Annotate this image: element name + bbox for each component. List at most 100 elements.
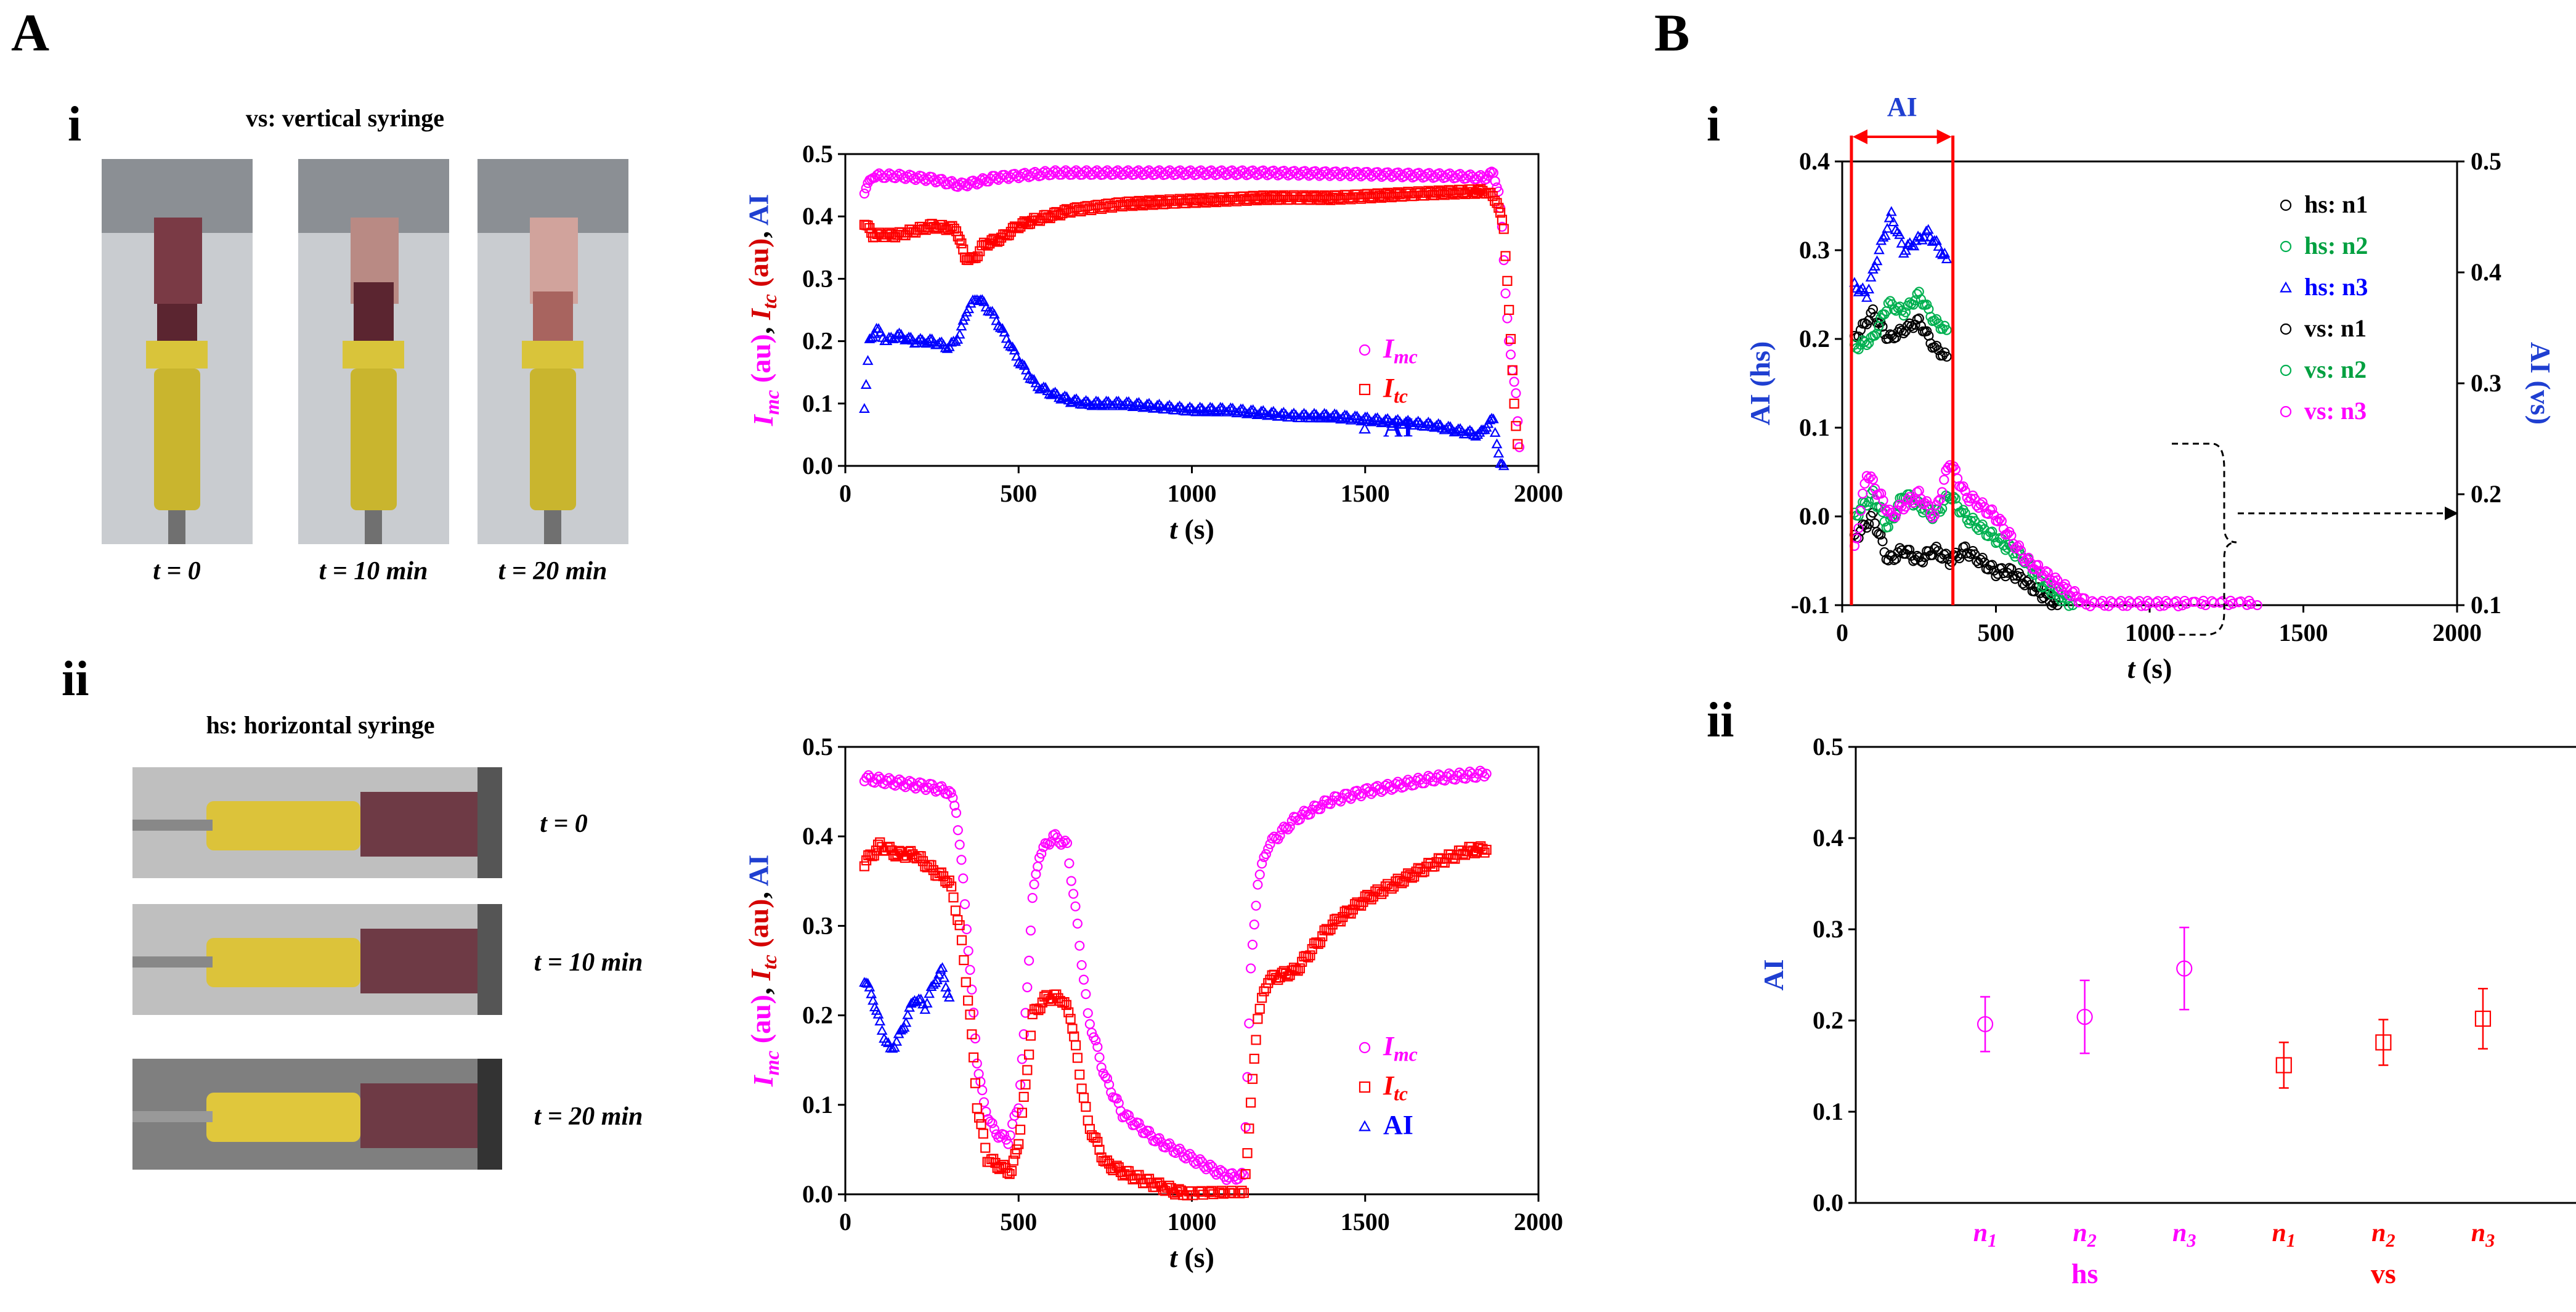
series-vs-n3 [1849, 460, 2262, 611]
data-point [978, 1097, 989, 1107]
dashed-brace [2172, 442, 2237, 636]
data-point [1261, 983, 1271, 993]
data-point [901, 333, 912, 344]
data-point [1958, 481, 1969, 492]
legend-label: vs: n3 [2304, 397, 2367, 425]
data-point [1094, 1052, 1105, 1062]
legend-marker [1359, 1081, 1371, 1093]
data-point [1869, 261, 1881, 271]
data-point [1481, 844, 1492, 855]
data-point [958, 873, 969, 884]
data-point [1068, 889, 1079, 899]
data-point [1076, 960, 1087, 971]
data-point [1861, 291, 1872, 302]
data-point [1987, 504, 1997, 515]
data-point [1018, 1029, 1029, 1040]
data-point [967, 1029, 977, 1040]
data-point [1993, 516, 2003, 527]
data-point [1922, 224, 1934, 234]
data-point [1865, 271, 1877, 282]
data-point [941, 343, 953, 353]
y-tick-label: 0.4 [1799, 147, 1830, 175]
data-point [946, 881, 957, 892]
legend-marker [2280, 323, 2292, 335]
data-point [2013, 540, 2025, 551]
y-tick-label: 0.1 [1813, 1098, 1843, 1125]
data-point [974, 1112, 985, 1123]
category-label: n1 [2272, 1219, 2296, 1251]
y-right-tick-label: 0.3 [2471, 369, 2501, 397]
data-point [1193, 1156, 1203, 1167]
data-point [1872, 328, 1882, 339]
data-point [1134, 1118, 1144, 1128]
y-tick-label: 0.0 [1799, 502, 1830, 530]
data-point [1960, 486, 1970, 496]
data-point [1017, 1107, 1027, 1118]
data-point [940, 981, 951, 992]
data-point [1977, 497, 1988, 508]
data-point [1489, 426, 1501, 437]
data-point [1318, 407, 1330, 418]
hs-photo-1-time: t = 0 [540, 810, 588, 838]
data-point [1977, 552, 1988, 563]
data-point [963, 303, 975, 314]
vs-photo-1-time: t = 0 [153, 557, 201, 585]
data-point [896, 1023, 908, 1033]
data-point [1022, 982, 1033, 993]
data-point [887, 1043, 898, 1053]
data-point [1894, 229, 1906, 239]
data-point [1091, 1035, 1101, 1046]
x-tick-label: 1000 [2125, 619, 2174, 646]
x-axis-label: t (s) [2127, 653, 2172, 684]
data-point [1486, 166, 1497, 177]
y-tick-label: 0.2 [1799, 325, 1830, 352]
data-point [1900, 307, 1911, 317]
data-point [932, 974, 943, 985]
x-axis-label: t (s) [1169, 1242, 1214, 1273]
data-point [1493, 447, 1505, 458]
series-i-mc [859, 165, 1525, 452]
data-point [1081, 1101, 1091, 1112]
data-point [1861, 340, 1872, 351]
data-point [1061, 1000, 1071, 1010]
data-point [1939, 247, 1951, 258]
data-point [2033, 560, 2044, 570]
legend-marker [1359, 1120, 1371, 1131]
data-point [1392, 414, 1404, 424]
data-point [1855, 505, 1866, 516]
data-point [1910, 295, 1920, 306]
data-point [1509, 398, 1519, 409]
x-tick-label: 2000 [2432, 619, 2482, 646]
data-point [956, 855, 967, 865]
data-point [2006, 564, 2017, 574]
data-point [976, 1119, 986, 1130]
data-point [1207, 1162, 1217, 1172]
data-point [1888, 216, 1899, 227]
x-tick-label: 1000 [1168, 1208, 1217, 1236]
data-point [891, 1035, 903, 1046]
data-point [1904, 544, 1915, 555]
y-tick-label: 0.3 [1799, 236, 1830, 264]
data-point [1513, 439, 1523, 449]
data-point [1867, 474, 1878, 485]
data-point [999, 1130, 1010, 1140]
y-right-tick-label: 0.1 [2471, 591, 2501, 619]
data-point [1275, 830, 1285, 841]
data-point [1254, 870, 1265, 880]
data-point [874, 1015, 886, 1025]
ai-window-label: AI [1887, 92, 1917, 122]
data-point [1242, 1072, 1253, 1082]
data-point [1014, 1139, 1024, 1149]
data-point [954, 920, 965, 931]
data-point [973, 295, 985, 305]
vs-photo-2 [298, 159, 449, 544]
data-point [2012, 571, 2022, 581]
legend-marker [2280, 240, 2292, 253]
data-point [1855, 284, 1866, 295]
data-point [1859, 286, 1871, 296]
data-point [1500, 288, 1511, 299]
legend-label: AI [1383, 412, 1413, 442]
y-tick-label: 0.5 [802, 140, 833, 168]
data-point [2033, 582, 2044, 592]
data-point [1356, 791, 1367, 802]
